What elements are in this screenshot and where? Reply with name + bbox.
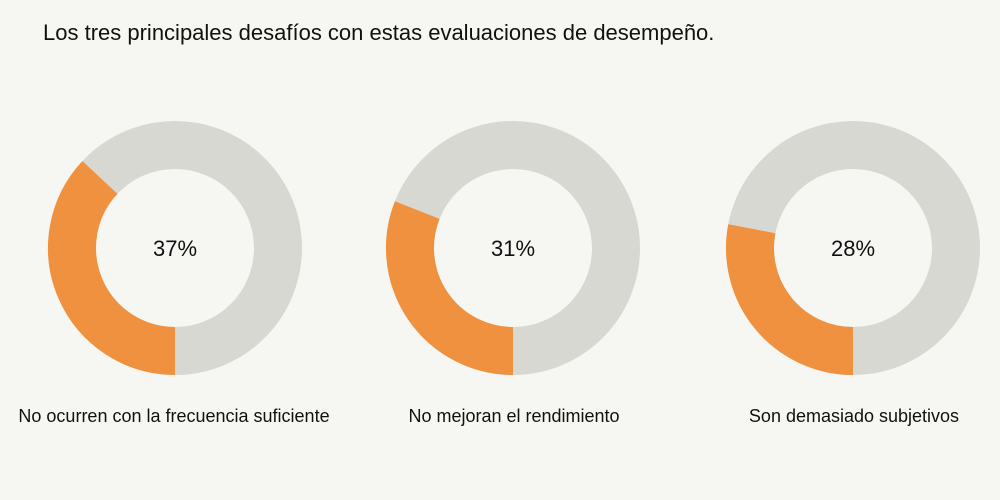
page-title: Los tres principales desafíos con estas … [43, 20, 715, 45]
donut-3-percent: 28% [831, 236, 875, 261]
donut-3-value-arc [726, 224, 854, 375]
donut-chart-1: 37% [48, 121, 302, 375]
donut-2-percent: 31% [491, 236, 535, 261]
donut-2-label: No mejoran el rendimiento [408, 406, 620, 426]
donut-1-value-arc [48, 161, 176, 375]
donut-1-percent: 37% [153, 236, 197, 261]
donut-3-label: Son demasiado subjetivos [748, 406, 960, 426]
donut-chart-3: 28% [726, 121, 980, 375]
donut-1-label: No ocurren con la frecuencia suficiente [18, 406, 330, 426]
donut-chart-2: 31% [386, 121, 640, 375]
donut-2-value-arc [386, 201, 514, 375]
